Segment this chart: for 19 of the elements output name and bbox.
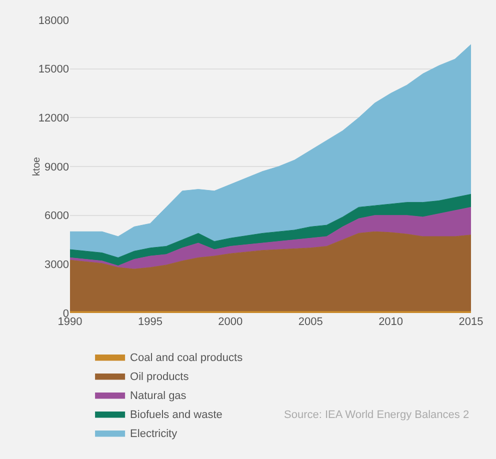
y-axis-title: ktoe — [32, 156, 43, 176]
x-tick-label: 2005 — [298, 316, 323, 328]
legend-label: Biofuels and waste — [130, 409, 222, 422]
legend-label: Coal and coal products — [130, 352, 244, 364]
y-tick-label: 9000 — [44, 161, 69, 174]
x-tick-label: 1995 — [138, 316, 162, 328]
y-tick-label: 12000 — [38, 112, 69, 125]
legend-label: Electricity — [130, 428, 178, 440]
source-note: Source: IEA World Energy Balances 2 — [284, 409, 470, 421]
x-tick-label: 2010 — [378, 316, 404, 328]
y-tick-label: 3000 — [44, 259, 69, 272]
x-tick-label: 2000 — [218, 316, 243, 328]
legend-label: Natural gas — [130, 390, 187, 402]
legend-label: Oil products — [130, 371, 190, 384]
y-tick-label: 18000 — [38, 14, 69, 27]
x-tick-label: 2015 — [458, 316, 484, 328]
y-tick-label: 6000 — [44, 210, 69, 222]
x-tick-label: 1990 — [58, 316, 82, 328]
y-tick-label: 15000 — [38, 64, 69, 76]
